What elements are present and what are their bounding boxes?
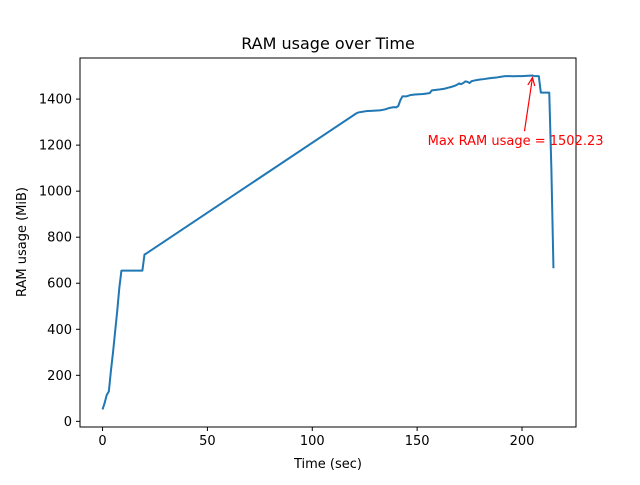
y-tick-label: 200: [47, 369, 72, 384]
y-tick-label: 1200: [39, 139, 72, 154]
y-tick-label: 0: [64, 415, 72, 430]
y-tick-label: 600: [47, 277, 72, 292]
chart-title: RAM usage over Time: [241, 34, 415, 53]
ram-usage-line: [101, 74, 555, 410]
x-tick-label: 50: [199, 434, 216, 449]
max-usage-annotation-text: Max RAM usage = 1502.23: [428, 134, 604, 149]
y-axis-ticks: 0 200 400 600 800 1000 1200 1400: [39, 93, 80, 430]
x-tick-label: 200: [510, 434, 535, 449]
annotation-layer: Max RAM usage = 1502.23: [428, 76, 604, 149]
max-usage-arrowhead: [527, 76, 536, 87]
y-tick-label: 1000: [39, 185, 72, 200]
plot-area: [79, 57, 577, 428]
x-tick-label: 100: [300, 434, 325, 449]
axes-frame: [79, 57, 577, 428]
x-axis-label: Time (sec): [293, 457, 362, 472]
y-tick-label: 800: [47, 231, 72, 246]
x-tick-label: 0: [98, 434, 106, 449]
x-tick-label: 150: [405, 434, 430, 449]
x-axis-ticks: 0 50 100 150 200: [98, 427, 534, 449]
y-tick-label: 1400: [39, 93, 72, 108]
max-usage-arrow: [523, 77, 534, 132]
y-axis-label: RAM usage (MiB): [15, 187, 30, 297]
y-tick-label: 400: [47, 323, 72, 338]
